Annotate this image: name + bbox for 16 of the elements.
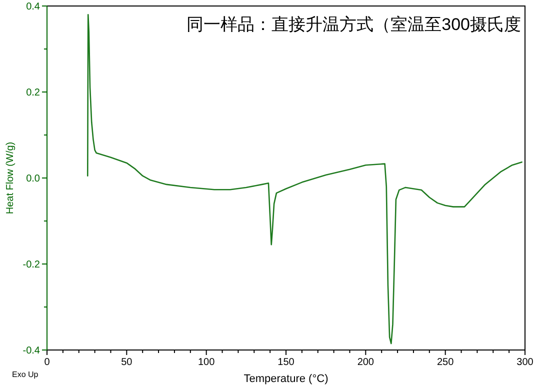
- x-tick-label: 50: [121, 357, 133, 368]
- y-tick-label: -0.4: [22, 346, 40, 356]
- x-tick-label: 150: [278, 357, 295, 368]
- y-tick-label: 0.4: [26, 2, 40, 12]
- y-tick-label: 0.2: [26, 88, 40, 98]
- text: Exo Up: [12, 370, 39, 379]
- y-axis-title: Heat Flow (W/g): [5, 142, 16, 214]
- x-axis-title: Temperature (°C): [244, 373, 328, 385]
- x-tick-label: 100: [198, 357, 216, 368]
- x-tick-label: 200: [357, 357, 374, 368]
- x-tick-label: 300: [516, 357, 534, 368]
- x-tick-label: 250: [436, 357, 454, 368]
- x-tick-label: 0: [44, 357, 50, 368]
- y-tick-label: 0.0: [26, 174, 40, 184]
- text: 同一样品：直接升温方式（室温至300摄氏度: [186, 15, 521, 34]
- y-tick-label: -0.2: [22, 260, 40, 270]
